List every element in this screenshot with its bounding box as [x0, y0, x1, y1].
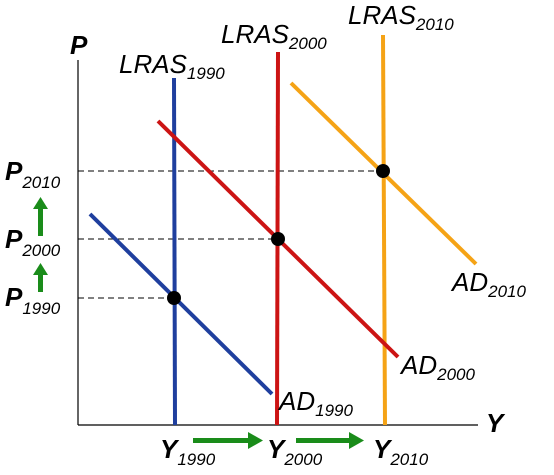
- lras-2010-line: [381, 34, 387, 426]
- ad-2000-label: AD2000: [399, 350, 475, 384]
- lras-1990-line: [172, 77, 177, 426]
- ad-2010-label: AD2010: [450, 267, 526, 301]
- arrow-up-icon: [33, 263, 48, 292]
- y-axis-label: P: [70, 30, 88, 60]
- x-axis-label: Y: [486, 408, 506, 438]
- equilibrium-1990-point: [167, 291, 181, 305]
- price-1990-label: P1990: [5, 282, 61, 318]
- lras-2010-label: LRAS2010: [348, 0, 454, 34]
- arrow-up-icon: [33, 197, 48, 236]
- arrow-right-icon: [193, 432, 263, 449]
- arrow-right-icon: [296, 432, 364, 449]
- equilibrium-2010-point: [376, 164, 390, 178]
- lras-2000-label: LRAS2000: [221, 19, 327, 53]
- ad-1990-label: AD1990: [277, 386, 353, 420]
- output-2000-label: Y2000: [267, 434, 323, 469]
- output-1990-label: Y1990: [160, 434, 216, 469]
- ad-1990-line: [88, 212, 274, 396]
- output-2010-label: Y2010: [373, 434, 429, 469]
- lras-1990-label: LRAS1990: [119, 49, 225, 83]
- price-2000-label: P2000: [5, 224, 61, 260]
- equilibrium-2000-point: [271, 232, 285, 246]
- price-2010-label: P2010: [5, 156, 61, 192]
